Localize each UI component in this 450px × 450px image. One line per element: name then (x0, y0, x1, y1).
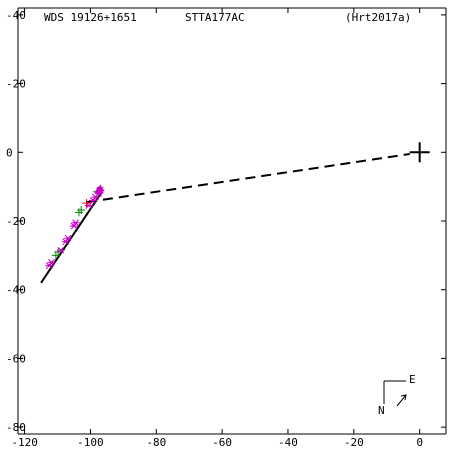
data-point-asterisk (45, 262, 54, 270)
y-tick-label: -60 (6, 352, 26, 365)
y-tick-label: -20 (6, 78, 26, 91)
x-tick-label: -40 (278, 436, 298, 449)
y-tick-label: -40 (6, 284, 26, 297)
x-tick-label: -120 (11, 436, 38, 449)
data-point-asterisk (64, 234, 73, 242)
axes: -120 -100 -80 -60 -40 -20 0 -80 -60 -40 -20 0 -20 -40 (6, 7, 447, 449)
data-layer (40, 142, 430, 284)
data-point-asterisk (71, 219, 80, 227)
compass-east-label: E (409, 373, 416, 386)
data-point-asterisk (89, 197, 98, 204)
data-point-triangle (96, 184, 105, 192)
y-tick-label: 0 (6, 146, 13, 159)
compass-arrow-head (400, 394, 407, 401)
x-tick-label: 0 (416, 436, 423, 449)
x-tick-label: -60 (212, 436, 232, 449)
series-2 (82, 199, 91, 208)
header-left-label: WDS 19126+1651 (44, 11, 137, 24)
data-point-plus (54, 247, 63, 256)
compass-north-label: N (378, 404, 385, 417)
y-tick-label: -80 (6, 421, 26, 434)
y-tick-label: -20 (6, 215, 26, 228)
header-right-label: (Hrt2017a) (345, 11, 411, 24)
data-point-plus (82, 199, 91, 208)
series-3 (94, 184, 105, 194)
data-point-asterisk (56, 246, 65, 254)
data-point-asterisk (69, 222, 78, 230)
x-tick-label: -80 (146, 436, 166, 449)
y-tick-label: -40 (6, 9, 26, 22)
compass-rose: N E (378, 373, 416, 417)
compass-arrow-line (396, 394, 407, 407)
data-point-asterisk (47, 258, 56, 266)
x-tick-label: -100 (77, 436, 104, 449)
header-center-label: STTA177AC (185, 11, 245, 24)
data-point-asterisk (61, 238, 70, 245)
dashed-line (86, 153, 410, 204)
x-tick-label: -20 (344, 436, 364, 449)
series-0 (51, 187, 102, 260)
data-point-plus (77, 206, 86, 215)
